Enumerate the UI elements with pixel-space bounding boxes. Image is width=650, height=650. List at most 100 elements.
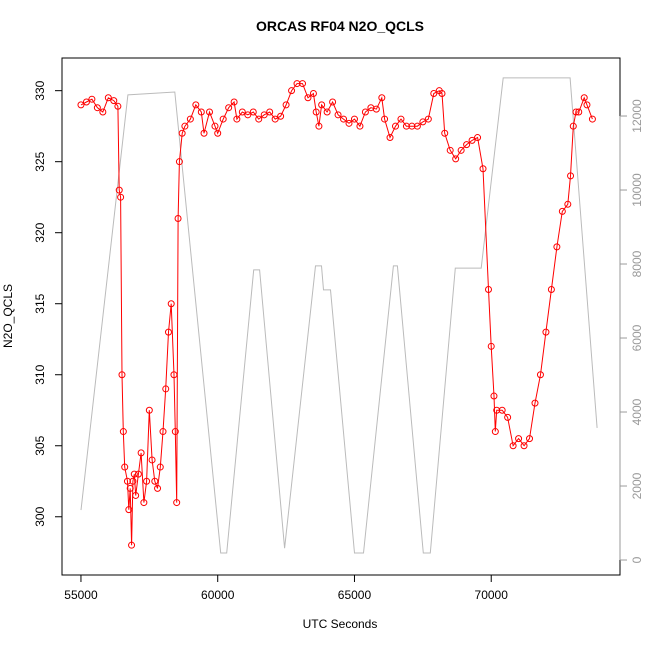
data-point [504,413,512,421]
data-point [318,101,326,109]
data-point [386,134,394,142]
data-point [162,385,170,393]
data-point [446,146,454,154]
data-point [277,112,285,120]
data-point [126,484,134,492]
x-tick-label: 70000 [475,588,509,602]
data-point [99,108,107,116]
data-point [77,101,85,109]
data-point [553,243,561,251]
data-point [129,477,137,485]
y-tick-label: 330 [33,80,47,100]
data-point [413,122,421,130]
data-point [299,80,307,88]
data-point [491,428,499,436]
x-tick-label: 60000 [201,588,235,602]
data-point [117,193,125,201]
data-point [271,115,279,123]
data-point [569,122,577,130]
y2-tick-label: 8000 [630,250,644,277]
data-point [288,87,296,95]
data-point [93,104,101,112]
data-point [547,286,555,294]
y-tick-label: 320 [33,222,47,242]
data-point [493,406,501,414]
y-tick-label: 305 [33,435,47,455]
data-point [457,146,465,154]
data-point [181,122,189,130]
y-tick-label: 300 [33,506,47,526]
data-point [249,108,257,116]
data-point [211,122,219,130]
series-line [80,77,598,554]
data-point [156,463,164,471]
data-point [515,435,523,443]
data-point [130,470,138,478]
data-point [484,286,492,294]
data-point [214,129,222,137]
y2-tick-label: 6000 [630,324,644,351]
y2-tick-label: 10000 [630,173,644,207]
data-point [430,90,438,98]
y-axis-label: N2O_QCLS [1,284,15,348]
data-point [575,108,583,116]
data-point [225,104,233,112]
data-point [490,392,498,400]
data-point [391,122,399,130]
data-point [356,122,364,130]
data-point [580,94,588,102]
data-point [159,428,167,436]
data-point [526,435,534,443]
plot-box [61,57,621,576]
data-point [238,108,246,116]
data-point [350,115,358,123]
data-point [293,80,301,88]
y2-tick-label: 12000 [630,99,644,133]
data-point [123,477,131,485]
data-point [145,406,153,414]
data-point [170,371,178,379]
data-point [255,115,263,123]
series-line [80,83,593,546]
y-tick-label: 310 [33,364,47,384]
y2-tick-label: 4000 [630,398,644,425]
data-point [206,108,214,116]
data-point [178,129,186,137]
data-point [186,115,194,123]
data-point [542,328,550,336]
y-tick-label: 325 [33,151,47,171]
data-point [164,328,172,336]
data-point [536,371,544,379]
data-point [118,371,126,379]
data-point [378,94,386,102]
data-point [567,172,575,180]
x-tick-label: 55000 [64,588,98,602]
data-point [175,158,183,166]
data-point [520,442,528,450]
x-axis-label: UTC Seconds [303,617,378,631]
data-point [282,101,290,109]
data-point [323,108,331,116]
data-point [312,108,320,116]
data-point [509,442,517,450]
data-point [115,186,123,194]
data-point [329,98,337,106]
data-point [260,111,268,119]
data-point [114,102,122,110]
data-point [452,155,460,163]
data-point [487,342,495,350]
data-point [154,484,162,492]
data-point [498,406,506,414]
data-point [381,115,389,123]
data-point [588,115,596,123]
data-point [572,108,580,116]
data-point [88,95,96,103]
y-tick-label: 315 [33,293,47,313]
data-point [304,94,312,102]
chart-title: ORCAS RF04 N2O_QCLS [256,18,424,34]
data-point [134,470,142,478]
data-point [125,506,133,514]
data-point [340,115,348,123]
data-point [361,108,369,116]
